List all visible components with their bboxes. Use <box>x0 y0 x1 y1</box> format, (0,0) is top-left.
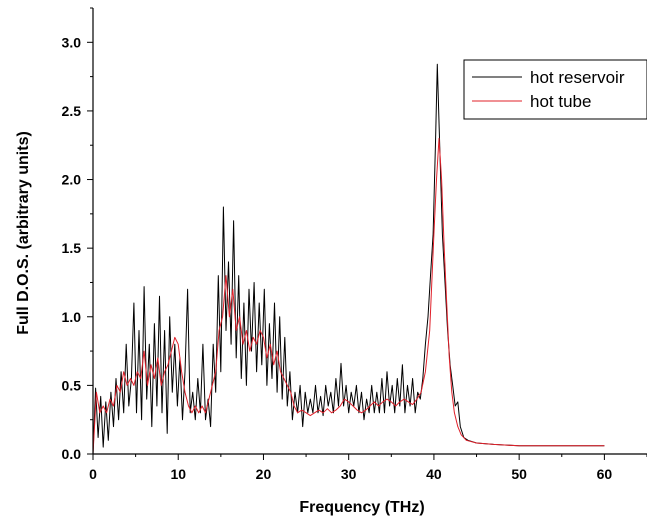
legend-label-hot-tube: hot tube <box>530 92 591 111</box>
x-tick-label: 30 <box>341 466 357 482</box>
x-tick-label: 50 <box>511 466 527 482</box>
y-tick-label: 2.5 <box>62 103 82 119</box>
y-tick-label: 3.0 <box>62 34 82 50</box>
x-tick-label: 0 <box>89 466 97 482</box>
y-tick-label: 1.0 <box>62 309 82 325</box>
x-tick-label: 20 <box>256 466 272 482</box>
x-tick-label: 40 <box>426 466 442 482</box>
legend-box <box>463 59 647 120</box>
axes-layer: 0 10 20 30 40 50 60 0.0 0.5 1.0 1.5 2.0 2.5 3.0 <box>62 7 647 482</box>
legend-label-hot-reservoir: hot reservoir <box>530 68 625 87</box>
y-tick-label: 0.5 <box>62 377 82 393</box>
x-tick-label: 60 <box>597 466 613 482</box>
x-tick-label: 10 <box>170 466 186 482</box>
y-tick-label: 2.0 <box>62 172 82 188</box>
series-line-hot-tube <box>92 137 605 455</box>
y-tick-label: 0.0 <box>62 446 82 462</box>
legend: hot reservoir hot tube <box>463 59 647 120</box>
x-axis-label: Frequency (THz) <box>299 499 424 516</box>
series-line-hot-reservoir <box>92 63 605 455</box>
y-tick-label: 1.5 <box>62 240 82 256</box>
y-axis-label: Full D.O.S. (arbitrary units) <box>15 131 32 335</box>
series-layer <box>92 63 605 455</box>
